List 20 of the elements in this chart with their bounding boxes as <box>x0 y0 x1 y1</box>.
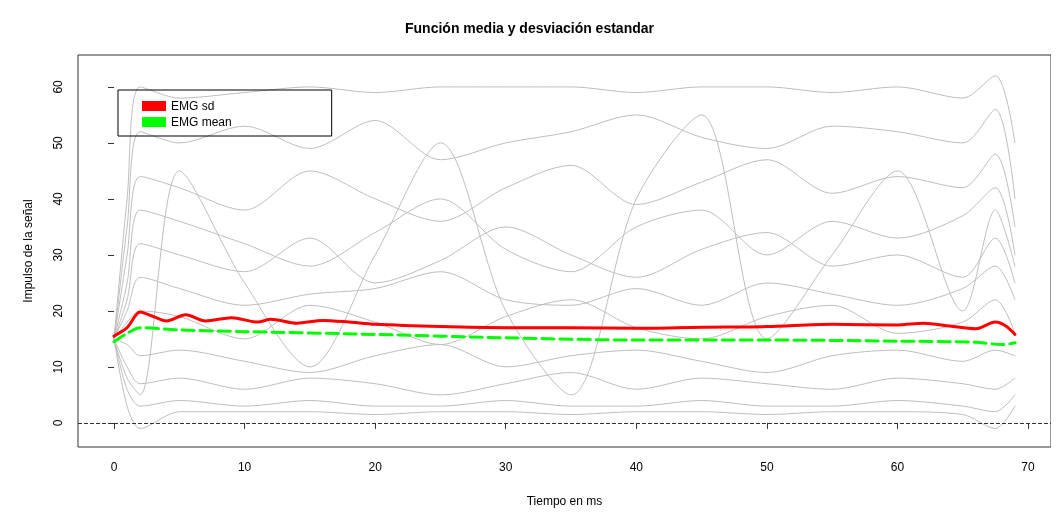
legend-label: EMG sd <box>171 99 215 113</box>
y-axis-title: Impulso de la señal <box>21 199 35 303</box>
y-tick-label: 20 <box>51 303 65 318</box>
chart-title: Función media y desviación estandar <box>405 20 655 36</box>
legend-label: EMG mean <box>171 115 232 129</box>
y-tick-label: 10 <box>51 359 65 374</box>
x-tick-label: 60 <box>890 460 905 474</box>
x-tick-label: 70 <box>1021 460 1036 474</box>
x-tick-label: 40 <box>629 460 644 474</box>
y-tick-label: 30 <box>51 247 65 262</box>
x-tick-label: 10 <box>237 460 252 474</box>
y-tick-label: 50 <box>51 135 65 150</box>
x-tick-label: 0 <box>110 460 118 474</box>
x-axis-title: Tiempo en ms <box>526 494 603 508</box>
y-tick-label: 0 <box>51 419 65 427</box>
y-tick-label: 60 <box>51 79 65 94</box>
x-tick-label: 30 <box>499 460 513 474</box>
x-tick-label: 50 <box>760 460 774 474</box>
x-tick-label: 20 <box>368 460 383 474</box>
y-tick-label: 40 <box>51 191 65 206</box>
